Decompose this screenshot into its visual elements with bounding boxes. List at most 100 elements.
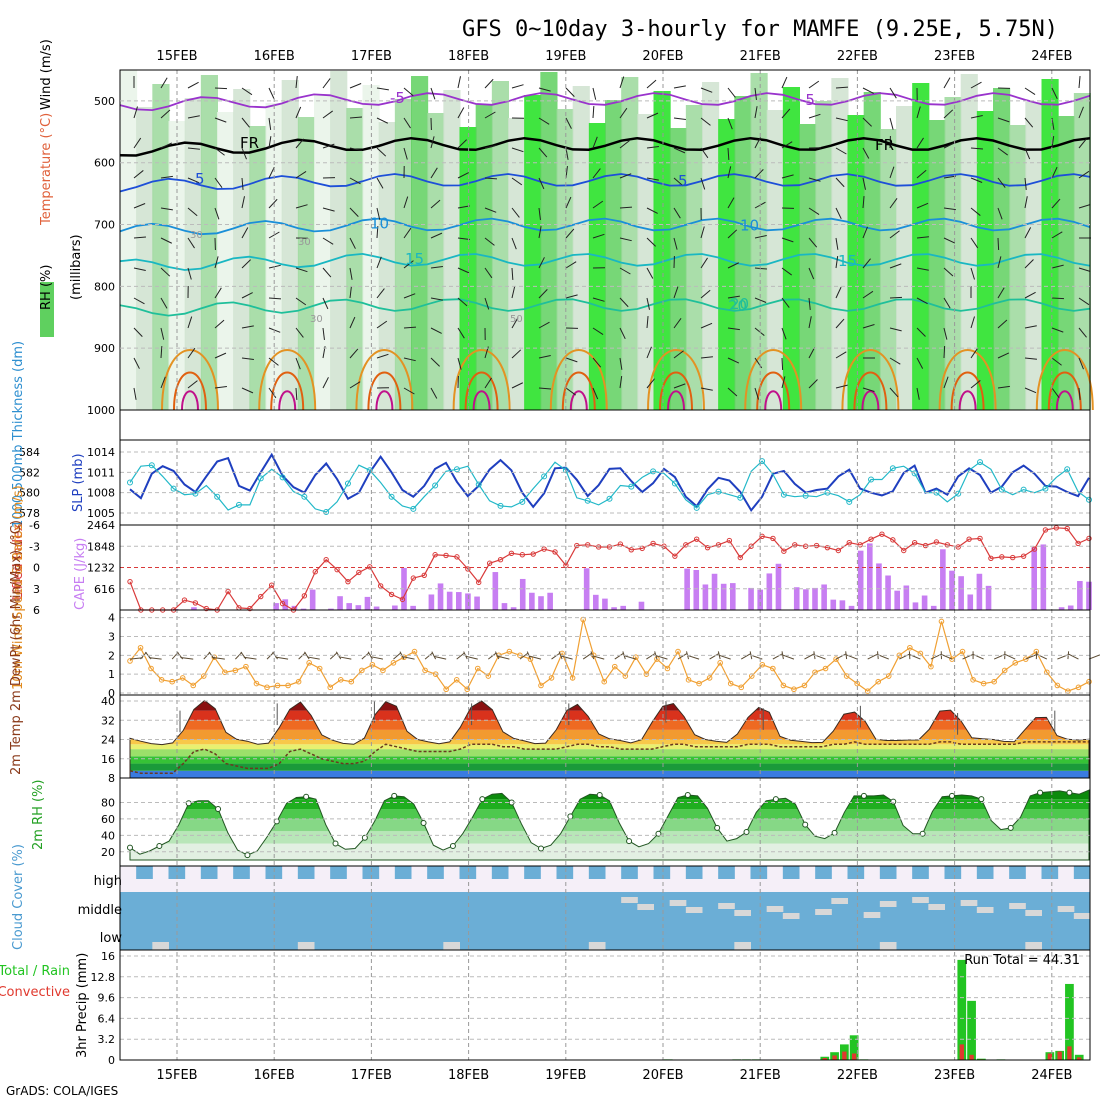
wind-speed-point <box>348 678 355 685</box>
cape-bar <box>830 599 837 610</box>
wind-barb <box>781 237 794 243</box>
cloud-low-gap <box>297 942 315 950</box>
wind-barb <box>808 207 820 215</box>
lifted-index-point <box>585 542 591 548</box>
wind-barb <box>160 297 168 309</box>
wind-barb <box>133 357 140 369</box>
wind-barb <box>430 387 438 399</box>
cape-tick-label: 2464 <box>87 519 115 532</box>
isotherm-label: 20 <box>730 295 749 313</box>
wind-barb <box>565 117 572 129</box>
cape-bar <box>839 600 846 610</box>
thickness-panel-frame <box>119 439 1091 526</box>
wind-barb <box>943 175 956 179</box>
wind-barb <box>511 84 524 89</box>
lifted-index-point <box>247 605 253 612</box>
wind-barb <box>943 267 954 277</box>
wind-speed-point <box>706 675 713 681</box>
wind-barb <box>727 197 735 209</box>
lifted-index-point <box>726 537 733 544</box>
wind-speed-point <box>980 680 987 687</box>
wind-barb <box>376 288 385 299</box>
wind-barb <box>862 177 866 190</box>
rh-shade-band <box>831 78 849 410</box>
wind-barb <box>781 376 786 389</box>
wind-barb <box>673 147 686 154</box>
cloud-mid-gap <box>912 897 929 903</box>
pressure-tick-label: 700 <box>94 219 115 232</box>
precip-convective-bar <box>842 1051 847 1060</box>
thickness-point <box>955 490 962 497</box>
wind-barb <box>700 322 713 329</box>
wind-barb <box>214 256 219 269</box>
wind-barb <box>349 381 361 389</box>
cape-tick-label: 1848 <box>87 540 115 553</box>
lifted-index-point <box>323 557 329 563</box>
wind-barb <box>349 237 356 249</box>
cloud-high-block <box>556 866 574 879</box>
surface-wind-barb <box>465 655 478 660</box>
wind-barb <box>1051 387 1060 399</box>
surface-wind-barb <box>867 653 878 660</box>
wind-barb <box>889 387 899 398</box>
date-label-top: 15FEB <box>156 49 197 64</box>
wind-speed-point <box>169 678 175 685</box>
wind-barb <box>997 256 1002 269</box>
rh-contour-label: 30 <box>298 237 311 248</box>
thickness-point <box>127 479 133 486</box>
lifted-index-point <box>443 552 449 559</box>
wind-barb <box>781 327 787 340</box>
rh-shade-band <box>734 96 752 410</box>
date-label-top: 19FEB <box>545 49 586 64</box>
wind-axis-label: Wind (m/s) <box>39 39 54 110</box>
cape-bar <box>793 587 800 610</box>
surface-wind-barb <box>370 656 384 660</box>
wind-barb <box>214 207 220 220</box>
cape-bar <box>519 578 526 610</box>
wind-barb <box>1078 327 1087 338</box>
wind-barb <box>484 144 497 149</box>
wind-barb <box>133 236 146 239</box>
wind-barb <box>349 286 352 299</box>
cape-bar <box>501 603 508 610</box>
cape-bar <box>684 568 690 610</box>
wind-barb <box>781 357 784 371</box>
cloud-mid-gap <box>669 900 687 906</box>
lifted-index-point <box>476 579 482 586</box>
slp-tick-label: 1011 <box>87 466 115 479</box>
wind-barb <box>295 357 301 370</box>
thickness-point <box>279 474 286 481</box>
wind-barb <box>970 380 981 389</box>
pressure-tick-label: 900 <box>94 342 115 355</box>
wind-barb <box>619 376 623 389</box>
wind-speed-point <box>390 660 397 666</box>
rh-shade-band <box>233 89 251 410</box>
wind-barb <box>916 169 927 179</box>
wind-barb <box>160 345 163 359</box>
date-label-bottom: 15FEB <box>156 1068 197 1083</box>
wind-barb <box>808 267 815 280</box>
wind-barb <box>241 292 253 299</box>
wind-barb <box>997 207 1003 220</box>
precip-convective-bar <box>1067 1046 1072 1060</box>
cloud-high-block <box>459 866 477 879</box>
cross-section-axis-labels: RH (%) Temperature (°C) Wind (m/s) (milliba… <box>39 39 84 310</box>
rh-shade-band <box>621 77 639 410</box>
isotherm--5 <box>119 92 1091 112</box>
wind-barb <box>430 199 441 209</box>
cape-bar <box>876 563 882 610</box>
wind-barb <box>187 347 196 359</box>
cape-bar <box>985 585 992 610</box>
surface-wind-barb <box>558 651 563 660</box>
temperature-band <box>130 739 1089 745</box>
isotherm-label: 5 <box>195 170 205 188</box>
wind-barb <box>484 237 495 246</box>
rh-point <box>273 818 280 825</box>
warm-contour <box>258 349 317 411</box>
cloud-level-label: low <box>100 931 123 946</box>
rh-contour-label: 30 <box>310 314 323 325</box>
date-label-bottom: 17FEB <box>351 1068 392 1083</box>
thickness-axis-label: 1000-500mb Thickness (dm) <box>11 341 26 528</box>
wind-barb <box>214 287 222 299</box>
wind-barb <box>565 228 575 239</box>
